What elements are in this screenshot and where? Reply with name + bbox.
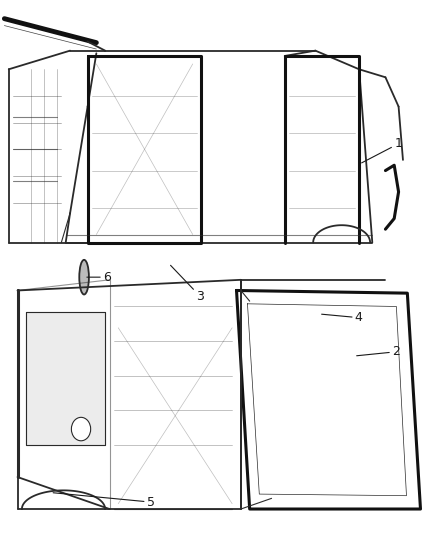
Text: 6: 6 — [87, 271, 111, 284]
Circle shape — [71, 417, 91, 441]
Polygon shape — [26, 312, 105, 445]
Text: 4: 4 — [321, 311, 363, 324]
Text: 1: 1 — [362, 138, 402, 163]
Text: 2: 2 — [357, 345, 400, 358]
Text: 5: 5 — [53, 492, 155, 508]
Text: 3: 3 — [170, 265, 204, 303]
Ellipse shape — [79, 260, 89, 294]
